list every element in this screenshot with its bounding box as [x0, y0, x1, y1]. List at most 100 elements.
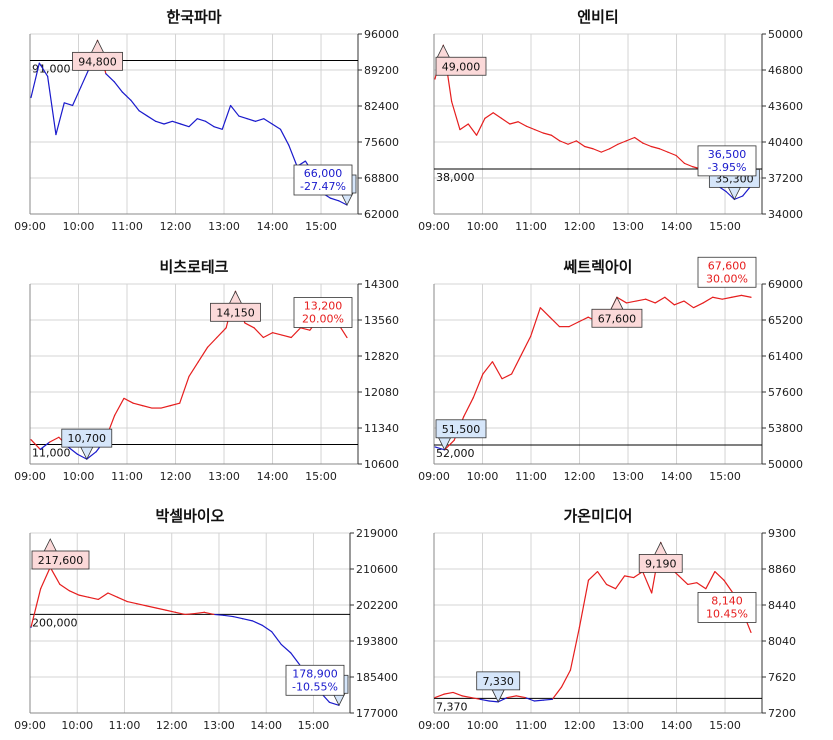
- price-point: [107, 592, 109, 594]
- price-point: [206, 346, 209, 348]
- change-box: [697, 145, 757, 177]
- price-point: [658, 148, 661, 150]
- change-pct: 30.00%: [706, 272, 748, 285]
- price-point: [725, 190, 727, 193]
- price-point: [560, 686, 563, 688]
- price-segment: [687, 582, 697, 586]
- price-point: [578, 321, 580, 323]
- price-point: [568, 326, 570, 328]
- price-point: [141, 405, 144, 407]
- price-segment: [492, 112, 502, 119]
- chart-title: 한국파마: [166, 8, 221, 26]
- price-segment: [693, 302, 704, 309]
- y-tick-label: 8860: [768, 563, 796, 576]
- price-segment: [578, 316, 589, 323]
- price-segment: [551, 134, 561, 142]
- price-point: [59, 583, 61, 586]
- price-segment: [560, 669, 571, 688]
- price-point: [113, 81, 115, 83]
- price-point: [271, 123, 273, 125]
- price-point: [253, 327, 255, 329]
- low-callout-box: [61, 428, 113, 448]
- price-point: [750, 296, 752, 298]
- price-point: [281, 334, 283, 336]
- y-tick-label: 89200: [364, 64, 399, 77]
- price-segment: [624, 575, 634, 579]
- price-point: [280, 643, 282, 646]
- price-segment: [136, 603, 147, 607]
- price-point: [667, 151, 669, 153]
- price-point: [609, 148, 611, 150]
- price-segment: [117, 596, 128, 603]
- price-point: [673, 304, 675, 306]
- price-point: [304, 160, 307, 162]
- price-point: [155, 607, 157, 609]
- price-segment: [88, 596, 99, 601]
- price-segment: [722, 296, 732, 300]
- base-price-label: 11,000: [32, 447, 71, 460]
- price-point: [38, 62, 40, 64]
- price-point: [279, 128, 282, 130]
- price-point: [114, 414, 116, 416]
- price-segment: [272, 332, 283, 336]
- price-segment: [216, 327, 227, 338]
- y-tick-label: 50000: [768, 28, 803, 41]
- price-segment: [491, 361, 503, 380]
- price-segment: [461, 695, 472, 699]
- y-tick-label: 177000: [356, 707, 398, 720]
- price-segment: [230, 105, 240, 117]
- price-point: [30, 96, 32, 99]
- x-tick-label: 15:00: [305, 470, 337, 483]
- price-point: [216, 336, 218, 339]
- change-box: [697, 592, 757, 623]
- x-tick-label: 09:00: [418, 220, 450, 233]
- price-point: [329, 197, 331, 199]
- low-callout-box: [476, 671, 521, 691]
- price-point: [539, 307, 541, 309]
- price-point: [475, 134, 478, 136]
- x-tick-label: 15:00: [709, 470, 741, 483]
- price-segment: [77, 453, 88, 460]
- price-segment: [723, 579, 734, 594]
- price-point: [592, 148, 594, 150]
- price-point: [511, 373, 513, 375]
- y-tick-label: 219000: [356, 527, 398, 540]
- price-segment: [330, 197, 339, 202]
- price-segment: [138, 110, 148, 117]
- price-point: [479, 698, 481, 700]
- price-point: [290, 336, 292, 339]
- chart-panel: 가온미디어 09:00 10:00 11:00 12:00 13:00 14:00 15:00…: [418, 507, 796, 732]
- price-segment: [39, 441, 50, 450]
- x-tick-label: 12:00: [564, 719, 596, 732]
- price-segment: [741, 294, 752, 298]
- price-point: [130, 99, 132, 101]
- price-segment: [480, 698, 490, 702]
- price-segment: [279, 129, 290, 146]
- price-point: [229, 104, 232, 107]
- price-segment: [451, 101, 461, 130]
- y-tick-label: 40400: [768, 136, 803, 149]
- price-point: [692, 307, 695, 309]
- price-point: [625, 302, 628, 304]
- price-point: [633, 136, 636, 139]
- price-segment: [55, 102, 65, 135]
- price-point: [542, 132, 544, 134]
- price-segment: [205, 120, 215, 128]
- price-segment: [49, 436, 60, 443]
- price-point: [68, 590, 71, 592]
- price-point: [271, 630, 273, 633]
- price-segment: [107, 592, 118, 598]
- x-tick-label: 12:00: [564, 220, 596, 233]
- price-segment: [78, 594, 89, 598]
- price-point: [434, 78, 436, 80]
- change-price: 67,600: [708, 259, 747, 272]
- price-segment: [463, 397, 474, 417]
- price-point: [517, 121, 519, 123]
- high-callout-box: [210, 302, 261, 322]
- x-tick-label: 12:00: [160, 470, 192, 483]
- price-segment: [179, 376, 190, 404]
- price-point: [525, 125, 528, 127]
- price-segment: [59, 583, 70, 592]
- price-segment: [255, 118, 265, 122]
